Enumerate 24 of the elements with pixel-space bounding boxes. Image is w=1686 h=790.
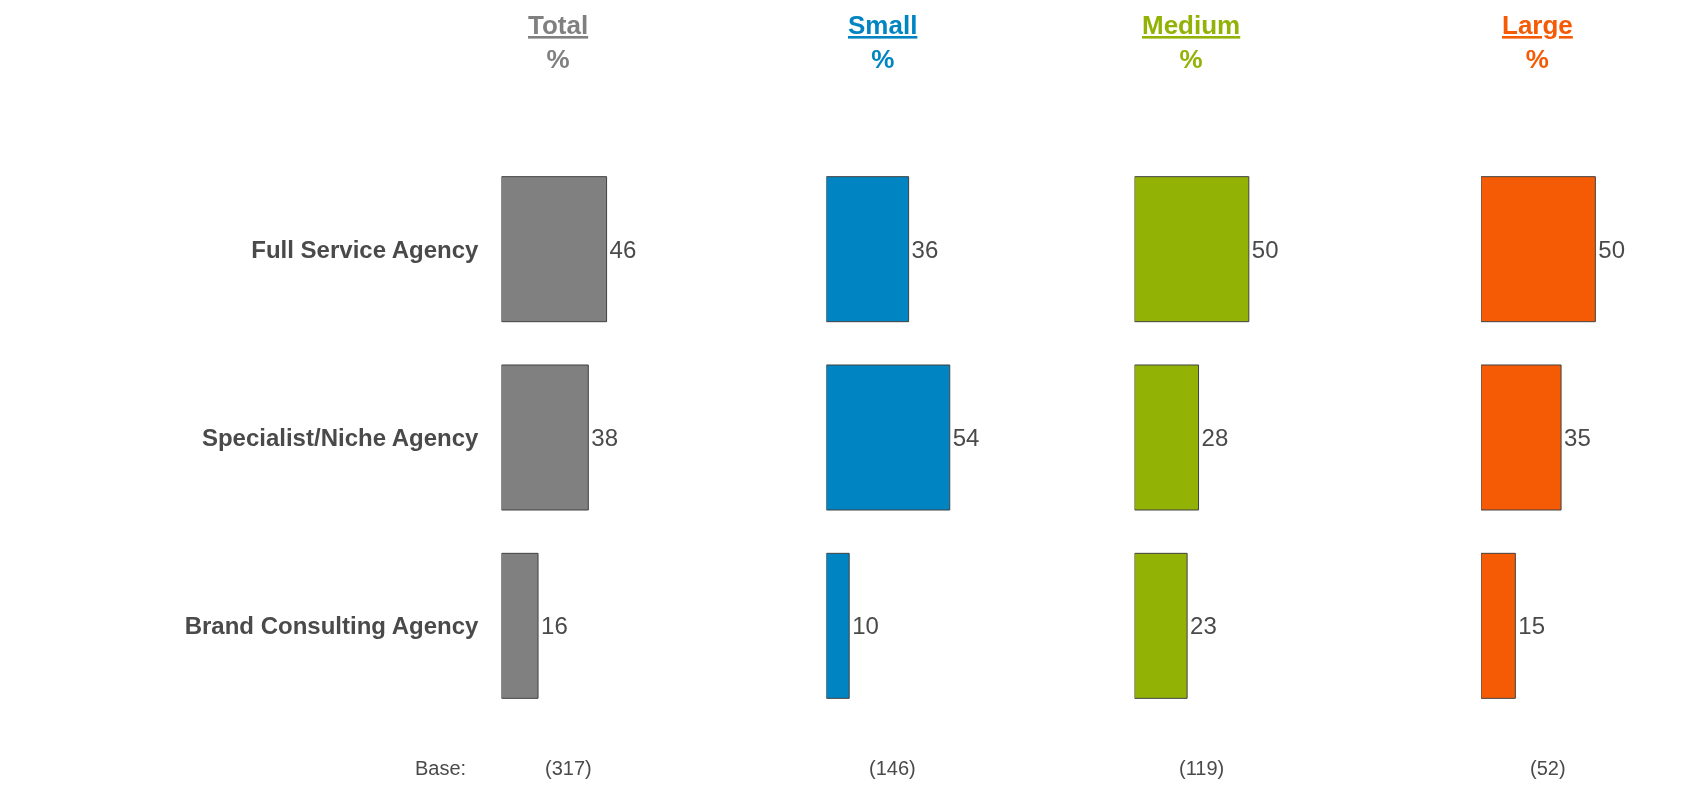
chart-title: Large %	[1502, 10, 1573, 74]
data-label: 50	[1598, 235, 1626, 263]
text: (119)	[1179, 757, 1225, 779]
chart-title: Medium %	[1142, 10, 1241, 74]
data-label: 35	[1564, 424, 1591, 451]
data-label: 23	[1190, 612, 1217, 640]
data-label: 54	[952, 424, 980, 451]
data-label: 28	[1201, 424, 1229, 451]
chart-title: Small %	[848, 10, 918, 74]
data-label: 38	[591, 424, 619, 451]
data-label: 50	[1251, 235, 1279, 263]
y-tick-label: Brand Consulting Agency	[184, 612, 480, 640]
data-label: 36	[911, 235, 939, 263]
text: Base:	[415, 757, 467, 779]
text: (317)	[545, 757, 592, 779]
data-label: 10	[852, 612, 879, 640]
chart-title: Total %	[528, 10, 589, 74]
y-tick-label: Full Service Agency	[251, 235, 480, 263]
data-label: 46	[609, 235, 637, 263]
text: (52)	[1530, 757, 1566, 779]
y-tick-label: Specialist/Niche Agency	[201, 423, 480, 451]
data-label: 16	[541, 612, 568, 640]
data-label: 15	[1518, 612, 1546, 640]
text: (146)	[869, 757, 916, 779]
